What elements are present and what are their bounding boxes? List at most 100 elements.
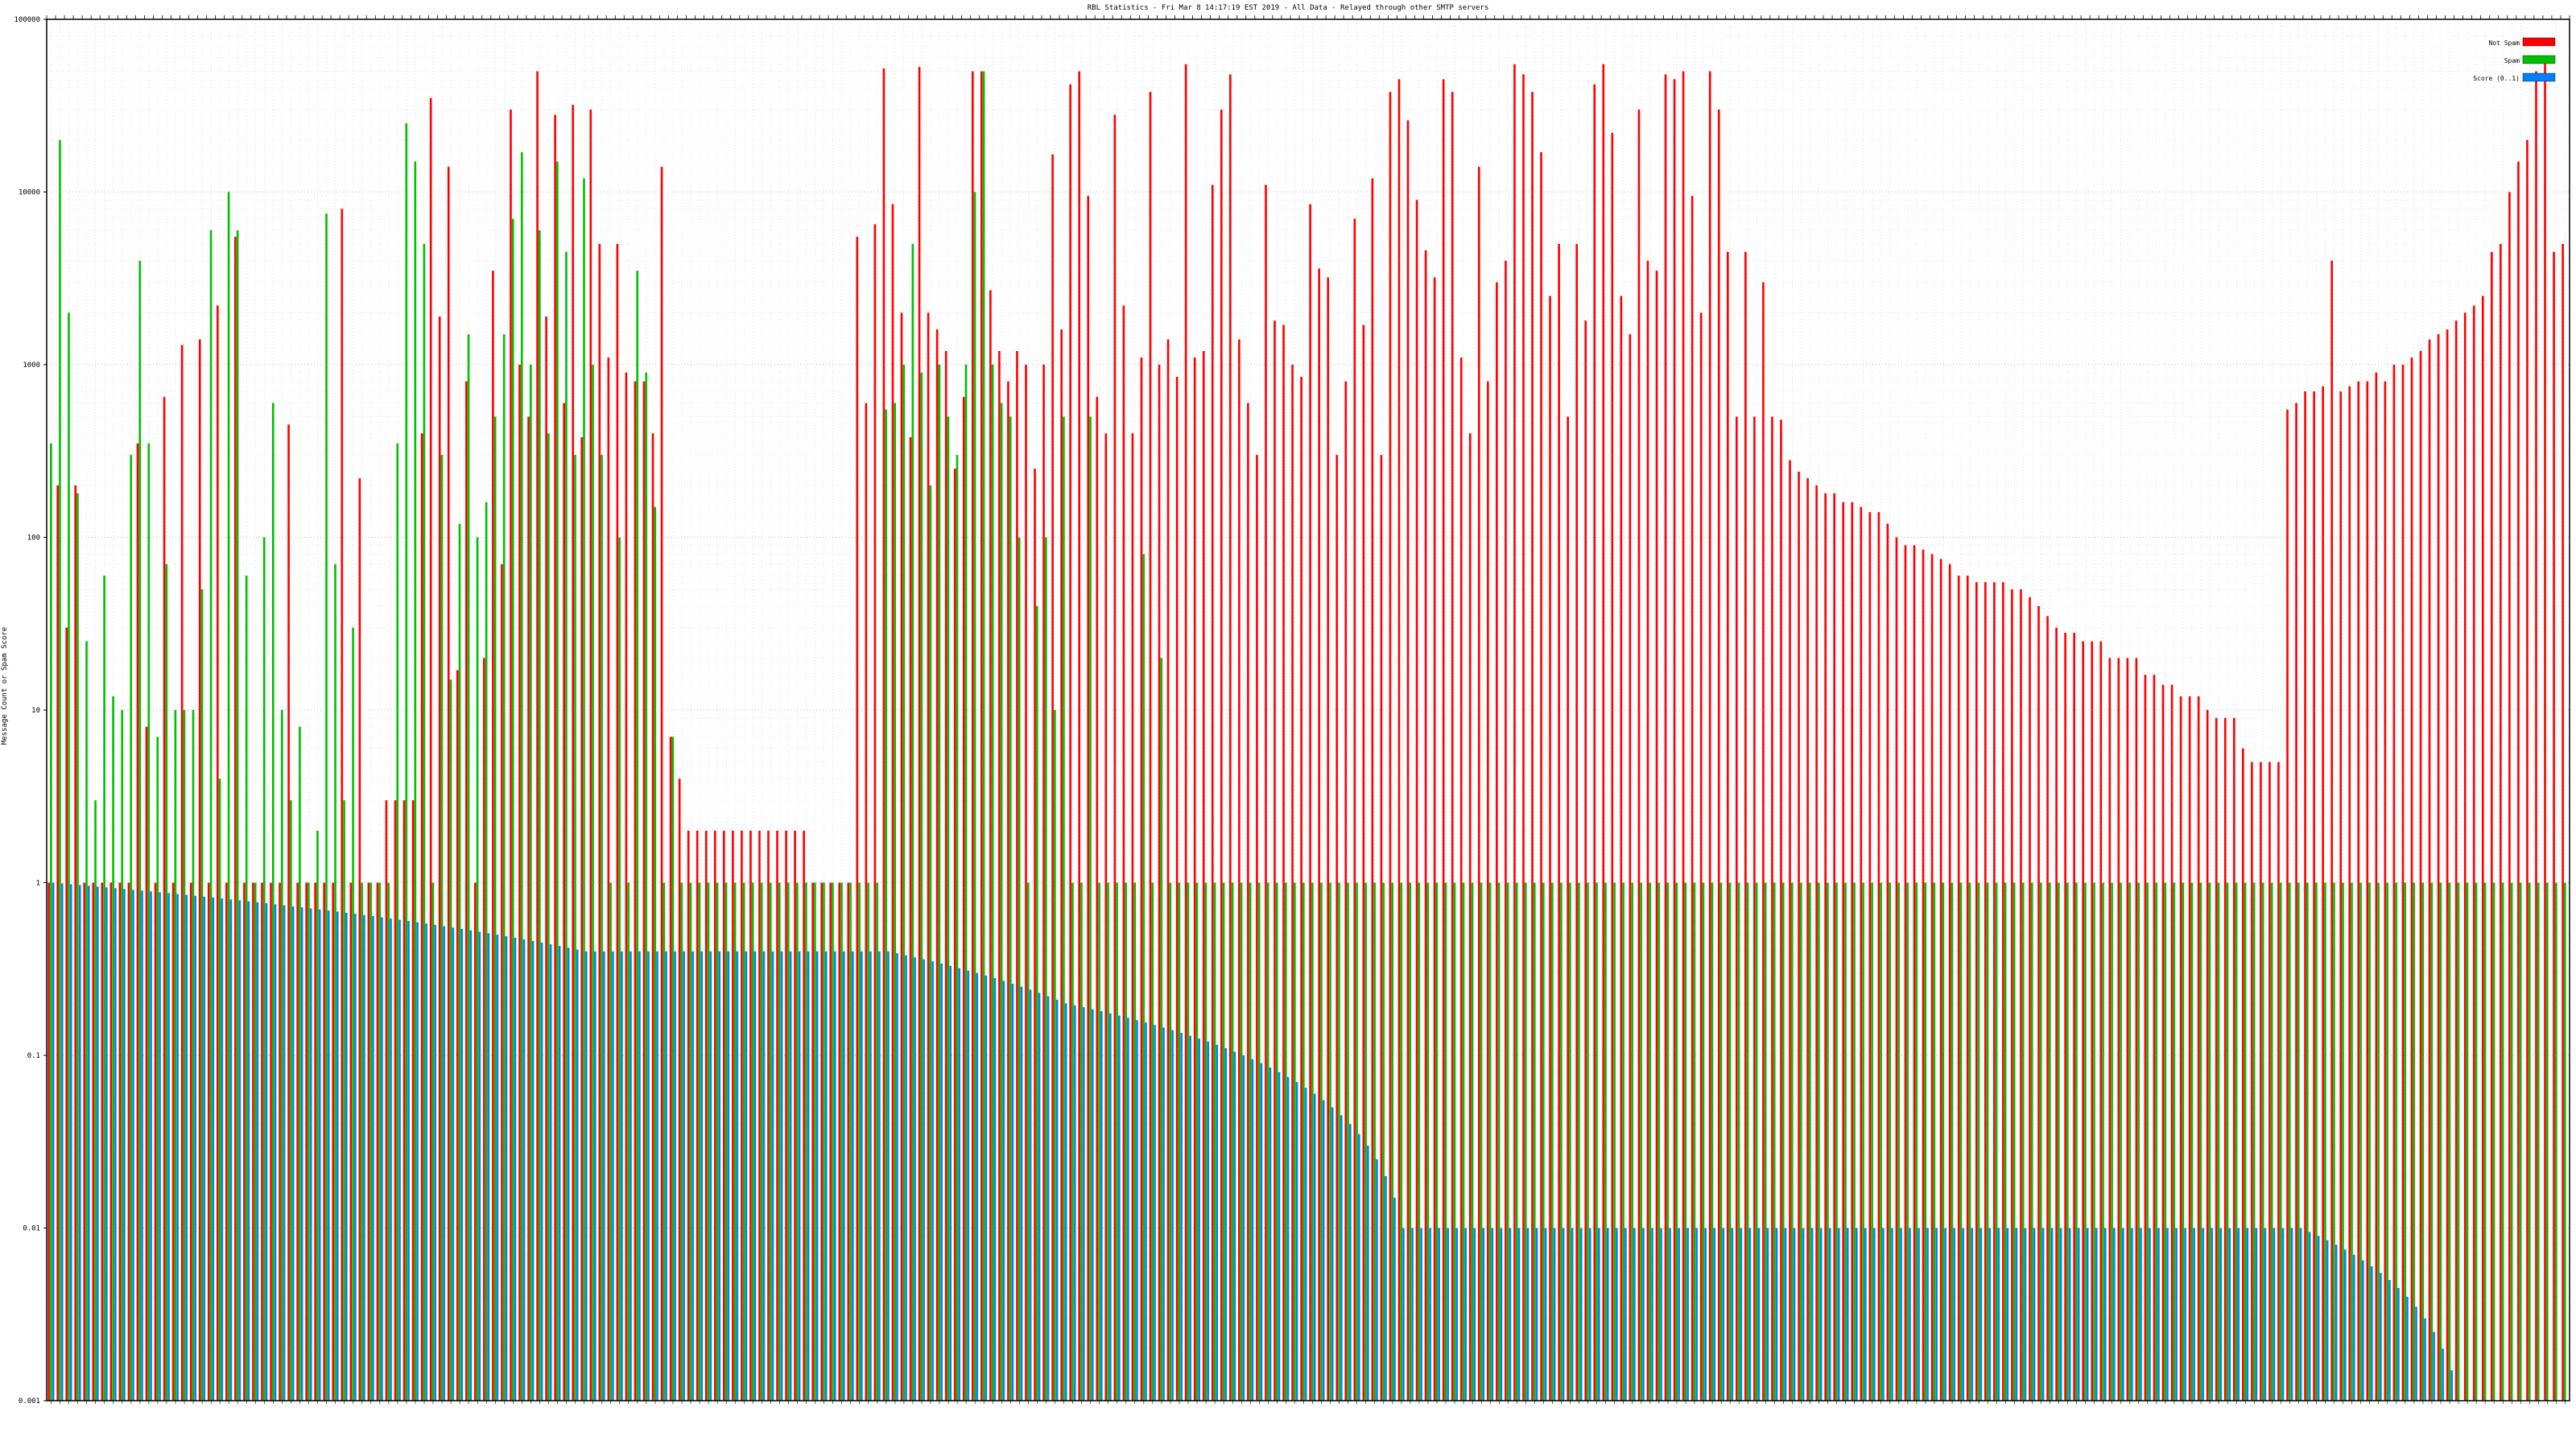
spam-bar — [325, 213, 328, 1401]
spam-bar — [876, 882, 878, 1401]
score-bar — [478, 931, 481, 1401]
not-spam-bar — [811, 882, 814, 1401]
score-bar — [1766, 1228, 1769, 1401]
spam-bar — [1009, 416, 1012, 1401]
spam-bar — [2342, 882, 2344, 1401]
spam-bar — [2146, 882, 2149, 1401]
score-bar — [1678, 1228, 1680, 1401]
spam-bar — [1942, 882, 1945, 1401]
score-bar — [2450, 1370, 2453, 1401]
spam-bar — [290, 800, 292, 1401]
spam-bar — [218, 778, 221, 1401]
spam-bar — [59, 139, 61, 1402]
x-category-labels — [51, 1401, 2566, 1404]
score-bar — [2095, 1228, 2098, 1401]
score-bar — [2140, 1228, 2142, 1401]
score-bar — [514, 937, 517, 1401]
not-spam-bar — [1549, 295, 1551, 1401]
not-spam-bar — [1699, 312, 1703, 1402]
not-spam-bar — [1060, 329, 1063, 1402]
score-bar — [985, 975, 988, 1401]
spam-bar — [964, 365, 968, 1401]
score-bar — [1278, 1071, 1281, 1401]
not-spam-bar — [962, 397, 965, 1401]
spam-bar — [1018, 537, 1021, 1401]
score-bar — [363, 914, 365, 1401]
not-spam-bar — [642, 381, 646, 1401]
score-bar — [2149, 1228, 2151, 1401]
spam-bar — [281, 710, 283, 1401]
score-bar — [1198, 1038, 1200, 1401]
not-spam-bar — [367, 882, 370, 1401]
not-spam-bar — [101, 882, 104, 1401]
not-spam-bar — [1380, 455, 1383, 1402]
spam-bar — [1284, 882, 1287, 1401]
not-spam-bar — [1193, 357, 1196, 1401]
not-spam-bar — [1753, 416, 1756, 1401]
score-bar — [97, 886, 99, 1401]
score-bar — [283, 905, 286, 1401]
not-spam-bar — [1726, 251, 1729, 1401]
not-spam-bar — [385, 800, 388, 1401]
legend-label: Not Spam — [2488, 39, 2520, 47]
not-spam-bar — [2082, 641, 2085, 1401]
not-spam-bar — [2277, 762, 2280, 1401]
not-spam-bar — [616, 244, 619, 1401]
not-spam-bar — [660, 167, 663, 1401]
spam-bar — [840, 882, 843, 1401]
not-spam-bar — [838, 882, 841, 1401]
spam-bar — [1684, 882, 1687, 1401]
score-bar — [1579, 1228, 1583, 1401]
not-spam-bar — [483, 658, 485, 1401]
not-spam-bar — [678, 778, 681, 1401]
spam-bar — [565, 251, 568, 1401]
score-bar — [238, 900, 242, 1401]
spam-bar — [2217, 882, 2220, 1401]
not-spam-bar — [2313, 391, 2315, 1402]
not-spam-bar — [1789, 460, 1791, 1401]
not-spam-bar — [572, 105, 575, 1401]
not-spam-bar — [2046, 616, 2049, 1401]
score-bar — [141, 890, 143, 1401]
not-spam-bar — [1851, 502, 1854, 1401]
spam-bar — [2537, 882, 2540, 1401]
spam-bar — [2501, 882, 2504, 1401]
not-spam-bar — [607, 357, 610, 1401]
not-spam-bar — [2002, 582, 2004, 1401]
not-spam-bar — [83, 882, 86, 1401]
not-spam-bar — [47, 882, 50, 1401]
score-bar — [2184, 1228, 2186, 1401]
spam-bar — [245, 576, 248, 1401]
score-bar — [522, 939, 526, 1401]
not-spam-bar — [1860, 506, 1863, 1401]
not-spam-bar — [713, 830, 716, 1401]
spam-bar — [1693, 882, 1696, 1401]
spam-bar — [1435, 882, 1439, 1401]
spam-bar — [2421, 882, 2425, 1401]
score-bar — [1331, 1107, 1334, 1401]
not-spam-bar — [1406, 120, 1410, 1402]
spam-bar — [1169, 882, 1172, 1401]
not-spam-bar — [2553, 251, 2555, 1401]
not-spam-bar — [332, 882, 335, 1401]
spam-bar — [938, 365, 941, 1401]
spam-bar — [1622, 882, 1624, 1401]
spam-bar — [200, 589, 204, 1401]
score-bar — [167, 893, 170, 1401]
not-spam-bar — [589, 109, 592, 1401]
score-bar — [1473, 1228, 1476, 1401]
not-spam-bar — [1158, 365, 1161, 1401]
spam-bar — [1631, 882, 1633, 1401]
spam-bar — [885, 409, 888, 1402]
not-spam-bar — [1274, 320, 1276, 1401]
spam-bar — [440, 455, 444, 1402]
score-bar — [691, 951, 694, 1401]
score-bar — [159, 892, 161, 1401]
score-bar — [2415, 1307, 2417, 1401]
score-bar — [630, 951, 632, 1401]
spam-bar — [601, 455, 603, 1402]
score-bar — [949, 965, 952, 1401]
score-bar — [123, 889, 126, 1401]
not-spam-bar — [803, 830, 805, 1401]
not-spam-bar — [1575, 244, 1578, 1401]
